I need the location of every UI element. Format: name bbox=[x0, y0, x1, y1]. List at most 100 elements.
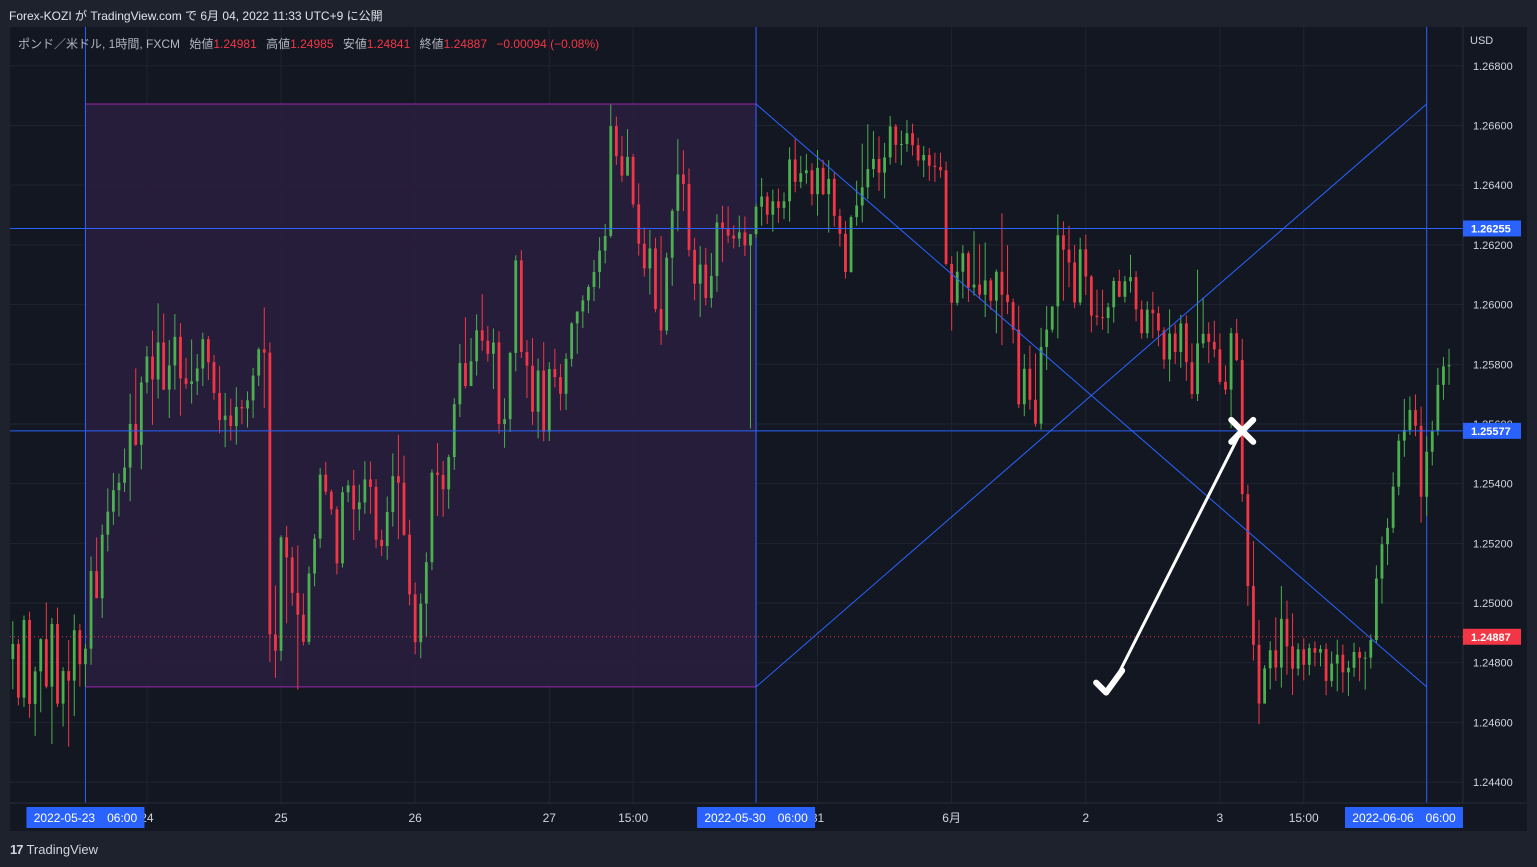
candle-body bbox=[480, 330, 484, 341]
candle-body bbox=[1117, 280, 1121, 297]
candle-body bbox=[536, 370, 540, 412]
candle-body bbox=[1263, 668, 1267, 704]
move-arrow-line[interactable] bbox=[1110, 435, 1240, 689]
candle-body bbox=[704, 264, 708, 299]
candle-body bbox=[1307, 648, 1311, 665]
time-highlight-tag bbox=[26, 807, 145, 828]
tradingview-brand-text: TradingView bbox=[26, 842, 99, 857]
candle-body bbox=[1050, 306, 1054, 330]
candle-body bbox=[352, 485, 356, 510]
range-box[interactable] bbox=[84, 103, 757, 688]
candle-body bbox=[911, 133, 914, 146]
price-tag-label: 1.25577 bbox=[1471, 426, 1511, 438]
candle-body bbox=[1397, 440, 1401, 487]
candle-body bbox=[732, 235, 736, 239]
candle-body bbox=[978, 284, 981, 295]
candle-body bbox=[631, 156, 635, 205]
trend-line[interactable] bbox=[755, 103, 1428, 688]
candle-body bbox=[916, 145, 920, 161]
candle-body bbox=[1402, 429, 1406, 441]
candle-body bbox=[1145, 309, 1149, 334]
candle-body bbox=[788, 159, 791, 202]
candle-body bbox=[598, 250, 601, 273]
candle-body bbox=[1291, 646, 1294, 669]
candle-body bbox=[324, 474, 328, 492]
candle-body bbox=[436, 472, 439, 475]
candle-body bbox=[765, 196, 769, 215]
candle-body bbox=[827, 178, 831, 195]
price-axis[interactable] bbox=[1463, 27, 1527, 803]
candle-body bbox=[100, 534, 104, 599]
candle-body bbox=[721, 222, 724, 229]
candle-body bbox=[1274, 650, 1278, 668]
candle-body bbox=[301, 614, 305, 642]
candle-body bbox=[961, 253, 965, 272]
candle-body bbox=[447, 457, 451, 490]
candle-body bbox=[357, 502, 361, 510]
candle-body bbox=[33, 671, 37, 704]
candle-body bbox=[698, 264, 702, 284]
legend-change: −0.00094 (−0.08%) bbox=[496, 37, 600, 51]
candle-body bbox=[1352, 651, 1356, 668]
candle-body bbox=[106, 511, 110, 535]
candle-body bbox=[167, 365, 171, 390]
cross-icon bbox=[1228, 416, 1257, 445]
candle-body bbox=[464, 363, 467, 387]
candle-body bbox=[369, 479, 372, 487]
candle-body bbox=[1414, 409, 1417, 426]
candle-body bbox=[939, 166, 942, 171]
price-tag-label: 1.24887 bbox=[1471, 632, 1511, 644]
legend-high-label: 高値 bbox=[266, 37, 291, 51]
candle-body bbox=[1073, 262, 1077, 303]
candle-body bbox=[832, 178, 836, 216]
candle-body bbox=[1123, 281, 1127, 297]
candle-body bbox=[1112, 280, 1116, 308]
candle-body bbox=[1184, 323, 1188, 363]
candle-body bbox=[888, 126, 892, 158]
price-tick-label: 1.25000 bbox=[1473, 598, 1513, 610]
candle-body bbox=[391, 476, 395, 512]
candle-body bbox=[458, 363, 462, 405]
candle-body bbox=[424, 562, 428, 604]
candle-body bbox=[162, 342, 166, 390]
candle-body bbox=[44, 639, 48, 687]
publish-text: Forex-KOZI が TradingView.com で 6月 04, 20… bbox=[9, 9, 383, 23]
candle-body bbox=[335, 509, 339, 564]
candle-body bbox=[553, 369, 557, 378]
candle-body bbox=[1313, 648, 1317, 653]
candle-body bbox=[1106, 307, 1110, 318]
candle-body bbox=[642, 243, 646, 269]
candle-body bbox=[933, 165, 937, 167]
candle-body bbox=[1157, 313, 1160, 331]
time-tick-label: 2 bbox=[1082, 811, 1089, 825]
legend-close-value: 1.24887 bbox=[443, 37, 488, 51]
price-tick-label: 1.24400 bbox=[1473, 777, 1513, 789]
price-tick-label: 1.24800 bbox=[1473, 658, 1513, 670]
candle-body bbox=[318, 474, 322, 539]
candle-body bbox=[1369, 640, 1373, 658]
candle-body bbox=[659, 309, 663, 331]
legend-open-value: 1.24981 bbox=[213, 37, 257, 51]
candle-body bbox=[240, 406, 244, 409]
candle-body bbox=[486, 340, 490, 354]
candle-body bbox=[1039, 346, 1043, 424]
legend-open-label: 始値 bbox=[189, 37, 214, 51]
candle-body bbox=[117, 482, 121, 491]
price-tick-label: 1.26200 bbox=[1473, 240, 1513, 252]
candle-body bbox=[16, 643, 20, 698]
candle-body bbox=[89, 571, 93, 649]
candle-body bbox=[469, 361, 473, 387]
candle-body bbox=[637, 204, 641, 244]
candle-body bbox=[676, 174, 680, 211]
price-tick-label: 1.24600 bbox=[1473, 717, 1513, 729]
candle-body bbox=[374, 486, 378, 540]
candle-body bbox=[95, 571, 99, 599]
candle-body bbox=[754, 206, 758, 235]
price-tick-label: 1.25800 bbox=[1473, 359, 1513, 371]
candle-body bbox=[218, 392, 221, 421]
candle-body bbox=[1062, 235, 1065, 250]
candle-body bbox=[587, 286, 590, 301]
time-tick-label: 3 bbox=[1217, 811, 1224, 825]
tradingview-logo[interactable]: 17 TradingView bbox=[10, 842, 98, 857]
